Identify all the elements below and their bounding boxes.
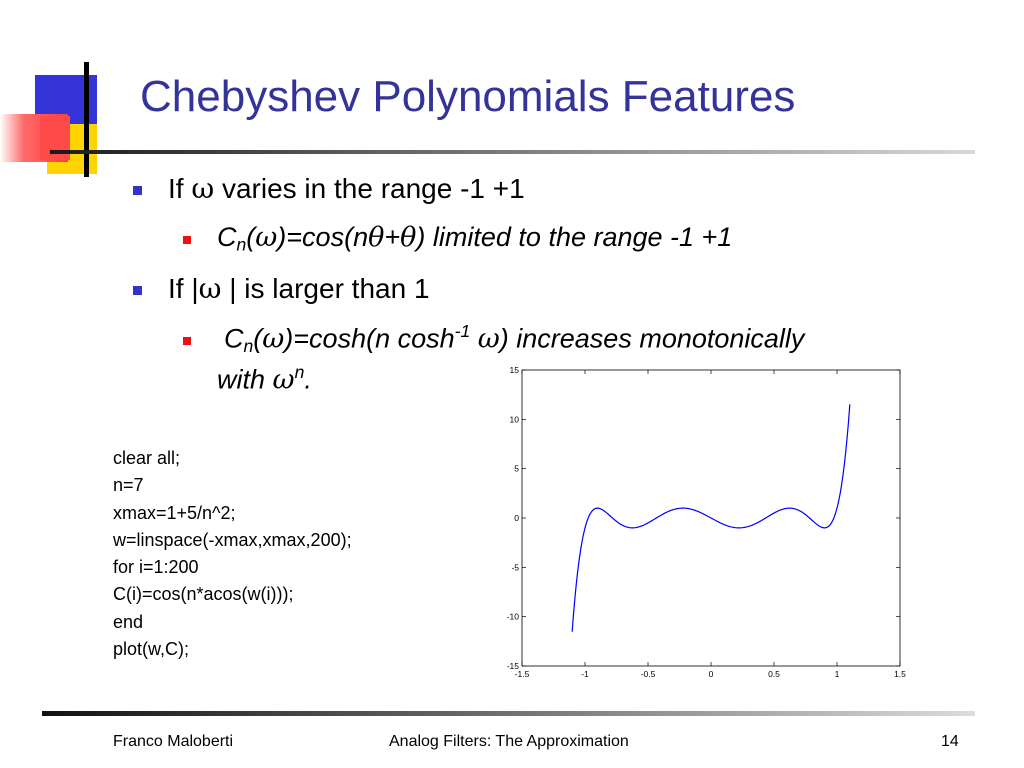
logo-vertical-line — [84, 62, 89, 177]
y-tick-label: 15 — [510, 365, 520, 375]
sub-bullet-cos-formula: Cn(ω)=cos(nθ+θ) limited to the range -1 … — [217, 222, 733, 255]
code-line: plot(w,C); — [113, 639, 190, 660]
x-tick-label: -1.5 — [515, 669, 530, 679]
y-tick-label: 0 — [514, 513, 519, 523]
x-tick-label: 0 — [709, 669, 714, 679]
code-line: end — [113, 611, 144, 632]
x-tick-label: 1 — [835, 669, 840, 679]
series-line — [571, 404, 851, 632]
y-tick-label: -5 — [511, 562, 519, 572]
title-divider — [50, 150, 975, 154]
x-tick-label: -1 — [581, 669, 589, 679]
sub-bullet-marker — [183, 236, 191, 244]
matlab-code-block: clear all; n=7 xmax=1+5/n^2; w=linspace(… — [113, 445, 352, 663]
y-tick-label: 5 — [514, 464, 519, 474]
footer-author: Franco Maloberti — [113, 733, 234, 750]
footer-course: Analog Filters: The Approximation — [389, 733, 629, 750]
sub-bullet-cosh-formula: Cn(ω)=cosh(n cosh-1 ω) increases monoton… — [224, 321, 805, 356]
code-line: clear all; — [113, 448, 181, 468]
x-tick-label: 0.5 — [768, 669, 780, 679]
bullet-omega-larger: If |ω | is larger than 1 — [168, 272, 430, 305]
bullet-marker — [133, 286, 142, 295]
code-line: C(i)=cos(n*acos(w(i))); — [113, 584, 294, 605]
sub-bullet-cosh-formula-line2: with ωn. — [217, 362, 312, 396]
code-line: w=linspace(-xmax,xmax,200); — [113, 529, 352, 550]
y-tick-label: 10 — [510, 414, 520, 424]
bullet-marker — [133, 186, 142, 195]
footer-divider — [42, 711, 975, 716]
x-tick-label: 1.5 — [894, 669, 906, 679]
bullet-omega-range: If ω varies in the range -1 +1 — [168, 172, 525, 205]
code-line: xmax=1+5/n^2; — [113, 502, 236, 523]
code-line: for i=1:200 — [113, 557, 199, 578]
code-line: n=7 — [113, 475, 144, 496]
sub-bullet-marker — [183, 337, 191, 345]
chebyshev-plot: -1.5 -1 -0.5 0 0.5 1 1.5 -15 -10 -5 0 5 10 15 — [507, 365, 906, 679]
omega-symbol: ω — [198, 272, 222, 305]
slide-title: Chebyshev Polynomials Features — [140, 72, 796, 121]
y-tick-label: -10 — [507, 612, 520, 622]
omega-symbol: ω — [191, 172, 215, 205]
footer-page-number: 14 — [941, 733, 959, 750]
x-tick-label: -0.5 — [641, 669, 656, 679]
y-tick-label: -15 — [507, 661, 520, 671]
